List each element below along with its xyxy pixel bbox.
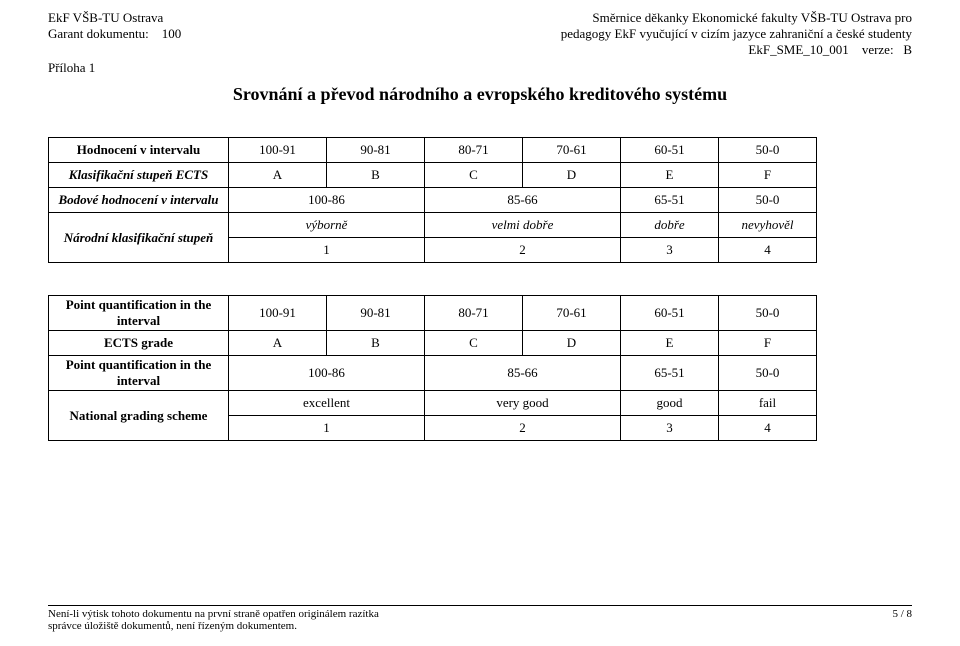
t1-r4-label: Národní klasifikační stupeň [49,213,229,263]
t2-r2-label: ECTS grade [49,331,229,356]
table-row: Hodnocení v intervalu 100-91 90-81 80-71… [49,138,817,163]
table-row: Národní klasifikační stupeň výborně velm… [49,213,817,238]
t1-r1-c3: 70-61 [523,138,621,163]
garant-line: Garant dokumentu: 100 [48,26,181,42]
t1-r2-c3: D [523,163,621,188]
t2-r2-c5: F [719,331,817,356]
page-header: EkF VŠB-TU Ostrava Garant dokumentu: 100… [48,10,912,58]
t1-r1-c0: 100-91 [229,138,327,163]
table-row: National grading scheme excellent very g… [49,391,817,416]
t2-r4b-c0: 1 [229,416,425,441]
t1-r4a-c3: nevyhověl [719,213,817,238]
t2-r1-c0: 100-91 [229,296,327,331]
t1-r4a-c1: velmi dobře [425,213,621,238]
header-right: Směrnice děkanky Ekonomické fakulty VŠB-… [561,10,912,58]
footer-line2: správce úložiště dokumentů, není řízeným… [48,620,379,632]
t2-r4b-c2: 3 [621,416,719,441]
t1-r4b-c2: 3 [621,238,719,263]
table-row: Point quantification in the interval 100… [49,356,817,391]
t1-r4b-c1: 2 [425,238,621,263]
t1-r4a-c0: výborně [229,213,425,238]
t2-r4b-c3: 4 [719,416,817,441]
t2-r2-c3: D [523,331,621,356]
t1-r4b-c3: 4 [719,238,817,263]
t1-r3-c0: 100-86 [229,188,425,213]
t2-r4a-c3: fail [719,391,817,416]
t1-r1-c4: 60-51 [621,138,719,163]
grading-table-en: Point quantification in the interval 100… [48,295,817,441]
t1-r3-label: Bodové hodnocení v intervalu [49,188,229,213]
t1-r2-c0: A [229,163,327,188]
institution-name: EkF VŠB-TU Ostrava [48,10,181,26]
t1-r3-c2: 65-51 [621,188,719,213]
t1-r2-label: Klasifikační stupeň ECTS [49,163,229,188]
t2-r2-c4: E [621,331,719,356]
t1-r3-c1: 85-66 [425,188,621,213]
t2-r4-label: National grading scheme [49,391,229,441]
table-row: Point quantification in the interval 100… [49,296,817,331]
t2-r4b-c1: 2 [425,416,621,441]
footer-bar: Není-li výtisk tohoto dokumentu na první… [48,605,912,632]
doc-title-line1: Směrnice děkanky Ekonomické fakulty VŠB-… [561,10,912,26]
t2-r1-c2: 80-71 [425,296,523,331]
t1-r1-label: Hodnocení v intervalu [49,138,229,163]
doc-code-line: EkF_SME_10_001 verze: B [561,42,912,58]
t2-r1-c4: 60-51 [621,296,719,331]
t2-r1-label: Point quantification in the interval [49,296,229,331]
footer-text: Není-li výtisk tohoto dokumentu na první… [48,608,379,632]
t2-r1-c5: 50-0 [719,296,817,331]
t1-r2-c5: F [719,163,817,188]
t2-r1-c3: 70-61 [523,296,621,331]
doc-title-line2: pedagogy EkF vyučující v cizím jazyce za… [561,26,912,42]
t2-r3-c3: 50-0 [719,356,817,391]
table-row: Klasifikační stupeň ECTS A B C D E F [49,163,817,188]
attachment-label: Příloha 1 [48,60,912,76]
grading-table-cz: Hodnocení v intervalu 100-91 90-81 80-71… [48,137,817,263]
t1-r2-c4: E [621,163,719,188]
garant-label: Garant dokumentu: [48,26,149,41]
t2-r4a-c1: very good [425,391,621,416]
table-row: ECTS grade A B C D E F [49,331,817,356]
page-footer: Není-li výtisk tohoto dokumentu na první… [48,605,912,632]
t2-r3-c1: 85-66 [425,356,621,391]
t2-r3-c0: 100-86 [229,356,425,391]
page-number: 5 / 8 [892,608,912,632]
version-label: verze: [862,42,894,57]
version-value: B [903,42,912,57]
t2-r2-c0: A [229,331,327,356]
t1-r3-c3: 50-0 [719,188,817,213]
t2-r3-c2: 65-51 [621,356,719,391]
doc-code: EkF_SME_10_001 [748,42,848,57]
t2-r4a-c0: excellent [229,391,425,416]
header-left: EkF VŠB-TU Ostrava Garant dokumentu: 100 [48,10,181,42]
page-title: Srovnání a převod národního a evropského… [48,84,912,105]
page: EkF VŠB-TU Ostrava Garant dokumentu: 100… [0,0,960,646]
t1-r1-c1: 90-81 [327,138,425,163]
t1-r1-c5: 50-0 [719,138,817,163]
t1-r4a-c2: dobře [621,213,719,238]
footer-line1: Není-li výtisk tohoto dokumentu na první… [48,608,379,620]
table-row: Bodové hodnocení v intervalu 100-86 85-6… [49,188,817,213]
t1-r4b-c0: 1 [229,238,425,263]
t1-r2-c2: C [425,163,523,188]
t2-r4a-c2: good [621,391,719,416]
t2-r3-label: Point quantification in the interval [49,356,229,391]
t2-r2-c2: C [425,331,523,356]
garant-value: 100 [162,26,182,41]
t2-r1-c1: 90-81 [327,296,425,331]
t2-r2-c1: B [327,331,425,356]
t1-r2-c1: B [327,163,425,188]
t1-r1-c2: 80-71 [425,138,523,163]
